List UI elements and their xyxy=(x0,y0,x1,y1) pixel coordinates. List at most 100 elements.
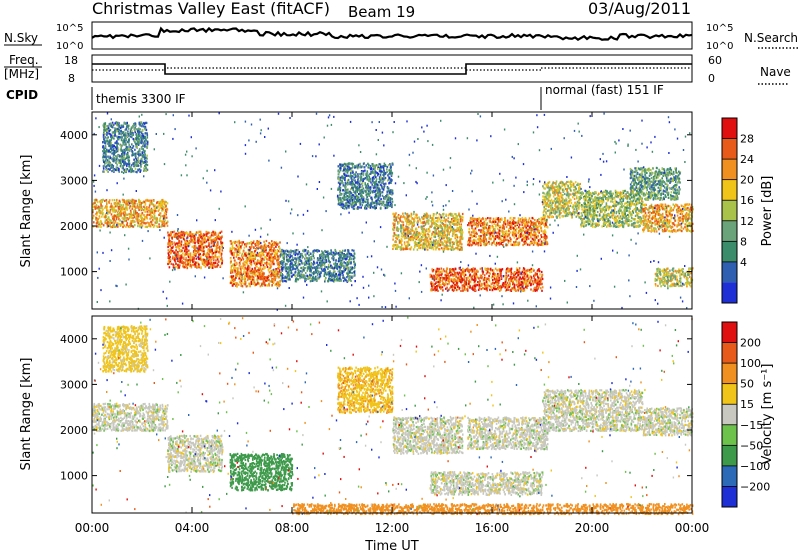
echo-cell xyxy=(192,246,194,248)
echo-cell xyxy=(221,255,223,257)
echo-cell xyxy=(102,150,104,152)
echo-cell xyxy=(256,263,258,265)
echo-cell xyxy=(261,258,263,260)
echo-cell xyxy=(161,222,163,224)
echo-cell xyxy=(113,170,115,172)
echo-cell xyxy=(123,154,125,156)
echo-cell xyxy=(251,253,253,255)
echo-cell xyxy=(252,271,254,273)
echo-cell xyxy=(106,137,108,139)
echo-cell xyxy=(242,267,244,269)
echo-cell xyxy=(346,207,348,209)
echo-cell xyxy=(111,166,113,168)
echo-cell xyxy=(307,253,309,255)
echo-cell xyxy=(131,171,133,173)
echo-cell xyxy=(287,268,289,270)
echo-cell xyxy=(190,238,192,240)
echo-cell xyxy=(352,163,354,165)
echo-cell xyxy=(106,199,108,201)
echo-cell xyxy=(118,149,120,151)
echo-cell xyxy=(156,202,158,204)
echo-cell xyxy=(289,278,291,280)
echo-cell xyxy=(366,196,368,198)
echo-cell xyxy=(384,198,386,200)
echo-cell xyxy=(149,200,151,202)
echo-cell xyxy=(264,276,266,278)
echo-cell xyxy=(262,252,264,254)
echo-cell xyxy=(164,225,166,227)
echo-cell xyxy=(283,277,285,279)
echo-cell xyxy=(100,203,102,205)
echo-cell xyxy=(144,165,146,167)
echo-cell xyxy=(189,231,191,233)
echo-cell xyxy=(385,207,387,209)
echo-cell xyxy=(247,268,249,270)
echo-cell xyxy=(347,183,349,185)
echo-cell xyxy=(345,196,347,198)
echo-cell xyxy=(382,181,384,183)
echo-cell xyxy=(174,231,176,233)
echo-cell xyxy=(111,213,113,215)
echo-cell xyxy=(124,137,126,139)
echo-cell xyxy=(275,246,277,248)
echo-cell xyxy=(264,247,266,249)
echo-cell xyxy=(278,246,280,248)
echo-cell xyxy=(268,275,270,277)
echo-cell xyxy=(209,244,211,246)
echo-cell xyxy=(416,231,418,233)
echo-cell xyxy=(94,199,96,201)
echo-cell xyxy=(138,209,140,211)
echo-cell xyxy=(344,176,346,178)
echo-cell xyxy=(459,236,461,238)
echo-cell xyxy=(153,199,155,201)
echo-cell xyxy=(130,211,132,213)
freq-label-2: [MHz] xyxy=(4,67,39,81)
echo-cell xyxy=(233,275,235,277)
echo-cell xyxy=(230,260,232,262)
echo-cell xyxy=(320,272,322,274)
echo-cell xyxy=(286,259,288,261)
echo-cell xyxy=(240,279,242,281)
echo-cell xyxy=(233,247,235,249)
echo-cell xyxy=(198,263,200,265)
echo-cell xyxy=(262,283,264,285)
echo-cell xyxy=(357,182,359,184)
echo-cell xyxy=(321,254,323,256)
echo-cell xyxy=(353,173,355,175)
echo-cell xyxy=(295,275,297,277)
echo-cell xyxy=(363,163,365,165)
echo-cell xyxy=(369,204,371,206)
echo-cell xyxy=(359,186,361,188)
echo-cell xyxy=(363,199,365,201)
echo-cell xyxy=(366,164,368,166)
echo-cell xyxy=(355,203,357,205)
nave-series-line xyxy=(92,68,692,70)
echo-cell xyxy=(137,225,139,227)
echo-cell xyxy=(288,260,290,262)
echo-cell xyxy=(313,257,315,259)
echo-cell xyxy=(422,226,424,228)
echo-cell xyxy=(233,280,235,282)
echo-cell xyxy=(183,238,185,240)
echo-cell xyxy=(317,274,319,276)
echo-cell xyxy=(143,135,145,137)
echo-cell xyxy=(221,260,223,262)
echo-cell xyxy=(185,260,187,262)
echo-cell xyxy=(342,201,344,203)
echo-cell xyxy=(138,199,140,201)
echo-cell xyxy=(102,146,104,148)
echo-cell xyxy=(285,253,287,255)
echo-cell xyxy=(130,223,132,225)
echo-cell xyxy=(139,128,141,130)
echo-cell xyxy=(374,207,376,209)
echo-cell xyxy=(236,253,238,255)
echo-cell xyxy=(242,257,244,259)
echo-cell xyxy=(92,217,94,219)
echo-cell xyxy=(181,242,183,244)
echo-cell xyxy=(116,148,118,150)
echo-cell xyxy=(249,269,251,271)
echo-cell xyxy=(281,254,283,256)
echo-cell xyxy=(313,250,315,252)
echo-cell xyxy=(260,261,262,263)
echo-cell xyxy=(388,197,390,199)
